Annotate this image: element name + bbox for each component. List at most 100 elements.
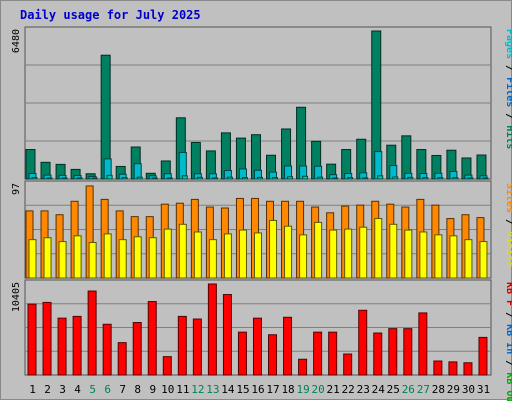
bar-hits-files-day-24 xyxy=(374,151,383,180)
bar-hits-pages-day-29 xyxy=(452,177,459,180)
legend-entry: / xyxy=(504,107,512,125)
bar-hits-pages-day-21 xyxy=(332,177,339,180)
bar-kbytes-kb-f-day-21 xyxy=(328,331,338,376)
bar-visits-visits-day-13 xyxy=(208,239,217,279)
bar-kbytes-kb-f-day-6 xyxy=(102,323,112,376)
bar-visits-visits-day-22 xyxy=(344,228,353,279)
legend-entry: / xyxy=(504,306,512,324)
bar-kbytes-kb-f-day-13 xyxy=(207,283,217,376)
bar-hits-pages-day-2 xyxy=(46,177,53,180)
bar-visits-visits-day-23 xyxy=(359,226,368,279)
bar-kbytes-kb-f-day-18 xyxy=(283,316,293,376)
bar-hits-pages-day-5 xyxy=(91,177,98,180)
x-tick-label-day-17: 17 xyxy=(266,383,279,396)
bar-kbytes-kb-f-day-12 xyxy=(192,318,202,376)
bar-visits-visits-day-8 xyxy=(133,236,142,279)
legend-entry: Hits xyxy=(504,125,512,149)
x-tick-label-day-26: 26 xyxy=(402,383,415,396)
legend-entry: Sites xyxy=(504,183,512,213)
bar-hits-pages-day-17 xyxy=(272,177,279,180)
x-tick-label-day-7: 7 xyxy=(119,383,126,396)
bar-kbytes-kb-f-day-8 xyxy=(132,322,142,376)
x-tick-label-day-31: 31 xyxy=(477,383,490,396)
bar-visits-visits-day-12 xyxy=(193,231,202,279)
bar-visits-visits-day-21 xyxy=(329,229,338,279)
bar-kbytes-kb-f-day-17 xyxy=(268,334,278,376)
x-tick-label-day-2: 2 xyxy=(44,383,51,396)
bar-visits-visits-day-16 xyxy=(253,232,262,279)
bar-kbytes-kb-f-day-15 xyxy=(237,331,247,376)
bar-hits-pages-day-13 xyxy=(211,177,218,180)
x-tick-label-day-20: 20 xyxy=(312,383,325,396)
x-tick-label-day-22: 22 xyxy=(342,383,355,396)
bar-visits-visits-day-24 xyxy=(374,218,383,279)
bar-kbytes-kb-f-day-26 xyxy=(403,328,413,376)
bar-visits-visits-day-2 xyxy=(43,237,52,279)
bar-hits-pages-day-6 xyxy=(106,174,113,180)
bar-hits-pages-day-7 xyxy=(121,177,128,180)
bar-hits-pages-day-27 xyxy=(422,177,429,180)
panel-visits-legend: Sites / Visits xyxy=(504,183,512,267)
x-tick-label-day-14: 14 xyxy=(221,383,235,396)
bar-visits-visits-day-11 xyxy=(178,223,187,279)
bar-visits-visits-day-15 xyxy=(238,229,247,279)
bar-hits-pages-day-22 xyxy=(347,177,354,180)
bar-visits-visits-day-19 xyxy=(299,234,308,279)
x-tick-label-day-30: 30 xyxy=(462,383,475,396)
bar-hits-pages-day-10 xyxy=(166,177,173,180)
bar-visits-visits-day-3 xyxy=(58,241,67,279)
legend-entry: Pages xyxy=(504,29,512,59)
bar-kbytes-kb-f-day-5 xyxy=(87,290,97,376)
bar-hits-pages-day-30 xyxy=(467,177,474,180)
bar-visits-visits-day-10 xyxy=(163,228,172,279)
x-tick-label-day-1: 1 xyxy=(29,383,36,396)
bar-hits-pages-day-15 xyxy=(241,177,248,180)
x-tick-label-day-12: 12 xyxy=(191,383,204,396)
bar-kbytes-kb-f-day-14 xyxy=(222,294,232,376)
x-tick-label-day-23: 23 xyxy=(357,383,370,396)
bar-visits-visits-day-31 xyxy=(479,241,488,279)
x-tick-label-day-25: 25 xyxy=(387,383,400,396)
bar-visits-visits-day-14 xyxy=(223,233,232,279)
x-tick-label-day-29: 29 xyxy=(447,383,460,396)
x-tick-label-day-18: 18 xyxy=(281,383,294,396)
panel-hits-max-label: 6480 xyxy=(11,29,22,53)
bar-visits-visits-day-5 xyxy=(88,242,97,279)
legend-entry: Files xyxy=(504,77,512,107)
bar-hits-pages-day-19 xyxy=(302,175,309,180)
bar-hits-pages-day-25 xyxy=(392,176,399,180)
x-tick-label-day-6: 6 xyxy=(104,383,111,396)
bar-kbytes-kb-f-day-2 xyxy=(42,301,52,376)
bar-hits-pages-day-9 xyxy=(151,177,158,180)
bar-hits-pages-day-31 xyxy=(482,177,489,180)
bar-hits-pages-day-26 xyxy=(407,176,414,180)
bar-hits-pages-day-12 xyxy=(196,176,203,180)
bar-visits-visits-day-1 xyxy=(28,239,37,279)
bar-kbytes-kb-f-day-19 xyxy=(298,358,308,376)
bar-visits-visits-day-4 xyxy=(73,235,82,279)
bar-kbytes-kb-f-day-20 xyxy=(313,331,323,376)
legend-entry: KB In xyxy=(504,324,512,354)
bar-visits-visits-day-6 xyxy=(103,233,112,279)
bar-hits-pages-day-28 xyxy=(437,177,444,180)
bar-visits-visits-day-18 xyxy=(284,225,293,279)
chart-title: Daily usage for July 2025 xyxy=(20,8,201,22)
bar-hits-pages-day-24 xyxy=(377,175,384,180)
x-tick-label-day-10: 10 xyxy=(161,383,174,396)
bar-hits-pages-day-8 xyxy=(136,176,143,180)
bar-visits-visits-day-20 xyxy=(314,221,323,279)
x-tick-label-day-5: 5 xyxy=(89,383,96,396)
x-tick-label-day-9: 9 xyxy=(149,383,156,396)
bar-kbytes-kb-f-day-28 xyxy=(433,360,443,376)
bar-kbytes-kb-f-day-22 xyxy=(343,353,353,376)
x-tick-label-day-28: 28 xyxy=(432,383,445,396)
x-tick-label-day-4: 4 xyxy=(74,383,81,396)
bar-hits-pages-day-20 xyxy=(317,176,324,180)
bar-kbytes-kb-f-day-31 xyxy=(478,336,488,376)
bar-kbytes-kb-f-day-23 xyxy=(358,309,368,376)
panel-kbytes-legend: KB F / KB In / KB Out xyxy=(504,282,512,401)
x-tick-label-day-16: 16 xyxy=(251,383,264,396)
x-tick-label-day-13: 13 xyxy=(206,383,219,396)
bar-visits-visits-day-28 xyxy=(434,234,443,279)
